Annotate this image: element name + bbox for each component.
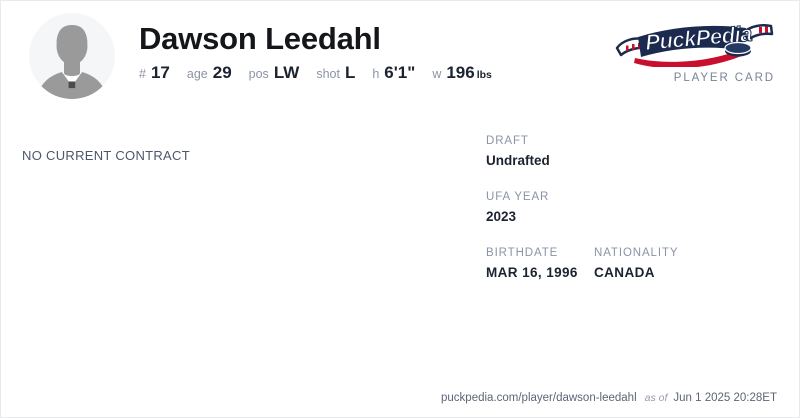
- stat-value: 17: [150, 63, 170, 82]
- info-group-birth-nationality: BIRTHDATE MAR 16, 1996 NATIONALITY CANAD…: [486, 245, 776, 282]
- contract-status: NO CURRENT CONTRACT: [22, 148, 190, 163]
- player-stats-row: # 17 age 29 pos LW shot L h 6'1": [139, 63, 492, 83]
- stat-height: h 6'1": [372, 63, 415, 83]
- as-of-label: as of: [644, 392, 668, 404]
- info-label-birthdate: BIRTHDATE: [486, 247, 559, 259]
- stat-jersey-number: # 17: [139, 63, 170, 83]
- avatar: [29, 13, 115, 99]
- stat-position: pos LW: [249, 63, 300, 83]
- player-info-panel: DRAFT Undrafted UFA YEAR 2023 BIRTHDATE …: [486, 133, 776, 282]
- stat-value: L: [344, 63, 356, 82]
- stat-label: w: [432, 67, 442, 81]
- info-group-ufa-year: UFA YEAR 2023: [486, 189, 776, 226]
- card-header: Dawson Leedahl # 17 age 29 pos LW shot L: [1, 1, 799, 109]
- info-label-ufa-year: UFA YEAR: [486, 191, 550, 203]
- stat-value: 29: [212, 63, 232, 82]
- info-group-draft: DRAFT Undrafted: [486, 133, 776, 170]
- stat-weight: w 196 lbs: [432, 63, 492, 83]
- stat-age: age 29: [187, 63, 232, 83]
- player-silhouette-icon: [29, 13, 115, 99]
- stat-label: #: [139, 67, 146, 81]
- info-value-birthdate: MAR 16, 1996: [486, 265, 578, 280]
- info-value-ufa-year: 2023: [486, 209, 517, 224]
- info-label-draft: DRAFT: [486, 135, 529, 147]
- page-title: Dawson Leedahl: [139, 21, 381, 56]
- stat-label: pos: [248, 67, 269, 81]
- info-group-birthdate: BIRTHDATE MAR 16, 1996: [486, 245, 594, 282]
- info-value-nationality: CANADA: [594, 265, 655, 280]
- source-url[interactable]: puckpedia.com/player/dawson-leedahl: [441, 392, 637, 404]
- stat-unit: lbs: [476, 69, 492, 81]
- stat-value: 196: [446, 63, 475, 82]
- info-group-nationality: NATIONALITY CANADA: [594, 245, 702, 282]
- as-of-timestamp: Jun 1 2025 20:28ET: [673, 392, 777, 404]
- info-label-nationality: NATIONALITY: [594, 247, 679, 259]
- stat-label: h: [372, 67, 380, 81]
- card-footer: puckpedia.com/player/dawson-leedahl as o…: [441, 392, 777, 404]
- brand-logo-area[interactable]: PuckPedia PLAYER CARD: [607, 17, 775, 84]
- info-value-draft: Undrafted: [486, 153, 550, 168]
- stat-shot: shot L: [316, 63, 355, 83]
- puckpedia-logo-icon[interactable]: PuckPedia: [607, 17, 775, 67]
- stat-value: 6'1": [384, 63, 416, 82]
- stat-label: age: [186, 67, 208, 81]
- player-card-tagline: PLAYER CARD: [673, 72, 775, 84]
- stat-label: shot: [316, 67, 340, 81]
- stat-value: LW: [273, 63, 300, 82]
- player-identity: Dawson Leedahl # 17 age 29 pos LW shot L: [139, 19, 492, 83]
